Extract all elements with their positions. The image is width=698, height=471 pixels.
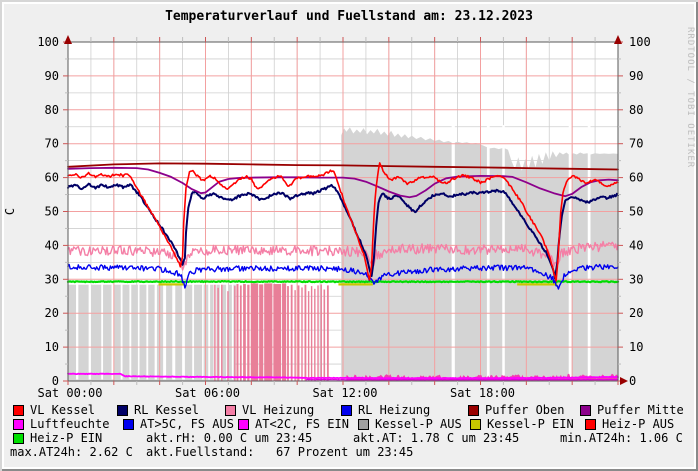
legend-swatch-at-2c-fs-ein [238, 419, 249, 430]
legend-label-heiz-p-aus: Heiz-P AUS [602, 417, 675, 431]
y-tick-label-right: 40 [629, 238, 643, 252]
chart-canvas: 0 0 10 10 20 20 30 30 40 40 50 50 60 60 70 70 80 80 90 90 10… [3, 35, 651, 400]
y-tick-label-left: 40 [45, 238, 59, 252]
rrdtool-watermark: RRDTOOL / TOBI OETIKER [685, 27, 695, 169]
series-line-vl_kessel [67, 162, 619, 282]
legend-swatch-heiz-p-ein [13, 433, 24, 444]
y-tick-label-right: 10 [629, 340, 643, 354]
y-tick-label-right: 80 [629, 103, 643, 117]
legend-swatch-at-5c-fs-aus [123, 419, 134, 430]
status-text: akt.rH: 0.00 C um 23:45 [146, 431, 313, 445]
x-tick-label: Sat 06:00 [175, 386, 240, 400]
y-tick-label-left: 10 [45, 340, 59, 354]
legend-swatch-puffer-oben [468, 405, 479, 416]
series-line-heiz_p_ein [66, 279, 620, 284]
y-tick-label-left: 20 [45, 306, 59, 320]
legend-label-luftfeuchte: Luftfeuchte [30, 417, 110, 431]
y-axis-unit: C [3, 208, 17, 215]
y-tick-label-left: 50 [45, 205, 59, 219]
legend-swatch-kessel-p-ein [470, 419, 481, 430]
legend-swatch-rl-heizung [341, 405, 352, 416]
legend-swatch-vl-heizung [225, 405, 236, 416]
series-line-luftfeuchte [67, 372, 619, 380]
x-tick-label: Sat 18:00 [450, 386, 515, 400]
legend-label-vl-heizung: VL Heizung [242, 403, 315, 417]
legend-label-puffer-mitte: Puffer Mitte [597, 403, 684, 417]
series-line-puffer_mitte [67, 166, 619, 199]
legend-swatch-puffer-mitte [580, 405, 591, 416]
legend-label-heiz-p-ein: Heiz-P EIN [30, 431, 103, 445]
y-tick-label-right: 60 [629, 171, 643, 185]
axis-labels: 0 0 10 10 20 20 30 30 40 40 50 50 60 60 70 70 80 80 90 90 10… [3, 35, 651, 400]
legend-label-at-2c-fs-ein: AT<2C, FS EIN [255, 417, 349, 431]
y-tick-label-left: 30 [45, 272, 59, 286]
series-line-puffer_oben [67, 162, 619, 171]
legend-label-kessel-p-ein: Kessel-P EIN [487, 417, 574, 431]
y-tick-label-left: 90 [45, 69, 59, 83]
y-tick-label-left: 70 [45, 137, 59, 151]
y-tick-label-left: 0 [52, 374, 59, 388]
status-text: akt.AT: 1.78 C um 23:45 [353, 431, 520, 445]
y-tick-label-left: 100 [37, 35, 59, 49]
axis-arrow-right [614, 35, 622, 44]
legend-swatch-rl-kessel [117, 405, 128, 416]
legend-label-rl-heizung: RL Heizung [358, 403, 431, 417]
y-tick-label-right: 50 [629, 205, 643, 219]
y-tick-label-right: 90 [629, 69, 643, 83]
legend-swatch-kessel-p-aus [358, 419, 369, 430]
y-tick-label-left: 80 [45, 103, 59, 117]
status-text: max.AT24h: 2.62 C [10, 445, 133, 459]
chart-title: Temperaturverlauf und Fuellstand am: 23.… [165, 9, 533, 24]
y-tick-label-right: 20 [629, 306, 643, 320]
legend-swatch-vl-kessel [13, 405, 24, 416]
axis-arrow-x [620, 377, 628, 385]
status-text: akt.Fuellstand: 67 Prozent um 23:45 [146, 445, 414, 459]
axis-arrow-left [64, 35, 72, 44]
legend-label-rl-kessel: RL Kessel [134, 403, 200, 417]
x-tick-label: Sat 12:00 [312, 386, 377, 400]
y-tick-label-right: 30 [629, 272, 643, 286]
legend-label-puffer-oben: Puffer Oben [485, 403, 565, 417]
legend-swatch-heiz-p-aus [585, 419, 596, 430]
y-tick-label-right: 70 [629, 137, 643, 151]
x-tick-label: Sat 00:00 [37, 386, 102, 400]
series-line-rl_heizung [67, 263, 619, 290]
series-line-vl_heizung [67, 240, 619, 271]
y-tick-label-left: 60 [45, 171, 59, 185]
bars-at-fs-ein [214, 283, 329, 381]
y-tick-label-right: 0 [629, 374, 636, 388]
legend-label-vl-kessel: VL Kessel [30, 403, 96, 417]
plot-frame [63, 35, 628, 385]
y-tick-label-right: 100 [629, 35, 651, 49]
legend-label-at-5c-fs-aus: AT>5C, FS AUS [140, 417, 234, 431]
legend-label-kessel-p-aus: Kessel-P AUS [375, 417, 462, 431]
legend-swatch-luftfeuchte [13, 419, 24, 430]
status-text: min.AT24h: 1.06 C [560, 431, 683, 445]
